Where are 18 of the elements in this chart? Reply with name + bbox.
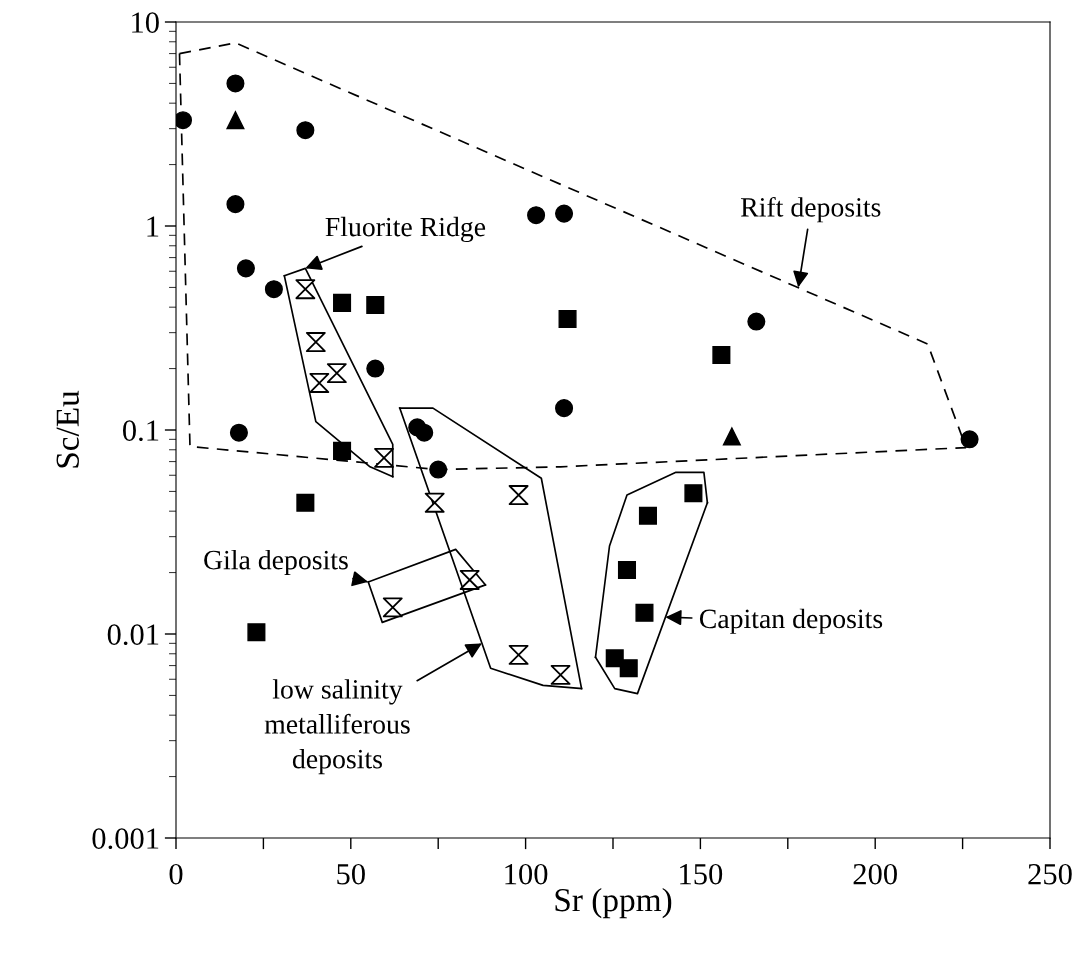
x-axis-title: Sr (ppm): [555, 887, 672, 919]
y-axis-title: Sc/Eu: [56, 390, 79, 468]
annotation: low salinity metalliferous deposits: [264, 679, 410, 775]
y-tick-label: 0.1: [123, 420, 159, 442]
y-tick-label: 10: [132, 12, 159, 33]
x-tick-label: 150: [680, 863, 723, 885]
y-tick-label: 0.001: [92, 828, 159, 850]
y-tick-label: 0.01: [107, 624, 159, 646]
x-tick-label: 0: [169, 863, 183, 885]
x-tick-label: 250: [1028, 863, 1072, 885]
annotation: Rift deposits: [740, 196, 881, 223]
y-tick-label: 1: [147, 216, 159, 237]
x-tick-label: 100: [505, 863, 548, 885]
x-tick-label: 50: [337, 863, 365, 885]
annotation: Fluorite Ridge: [325, 216, 486, 243]
x-tick-label: 200: [853, 863, 897, 885]
annotation: Gila deposits: [204, 549, 348, 576]
annotation: Capitan deposits: [699, 608, 883, 634]
